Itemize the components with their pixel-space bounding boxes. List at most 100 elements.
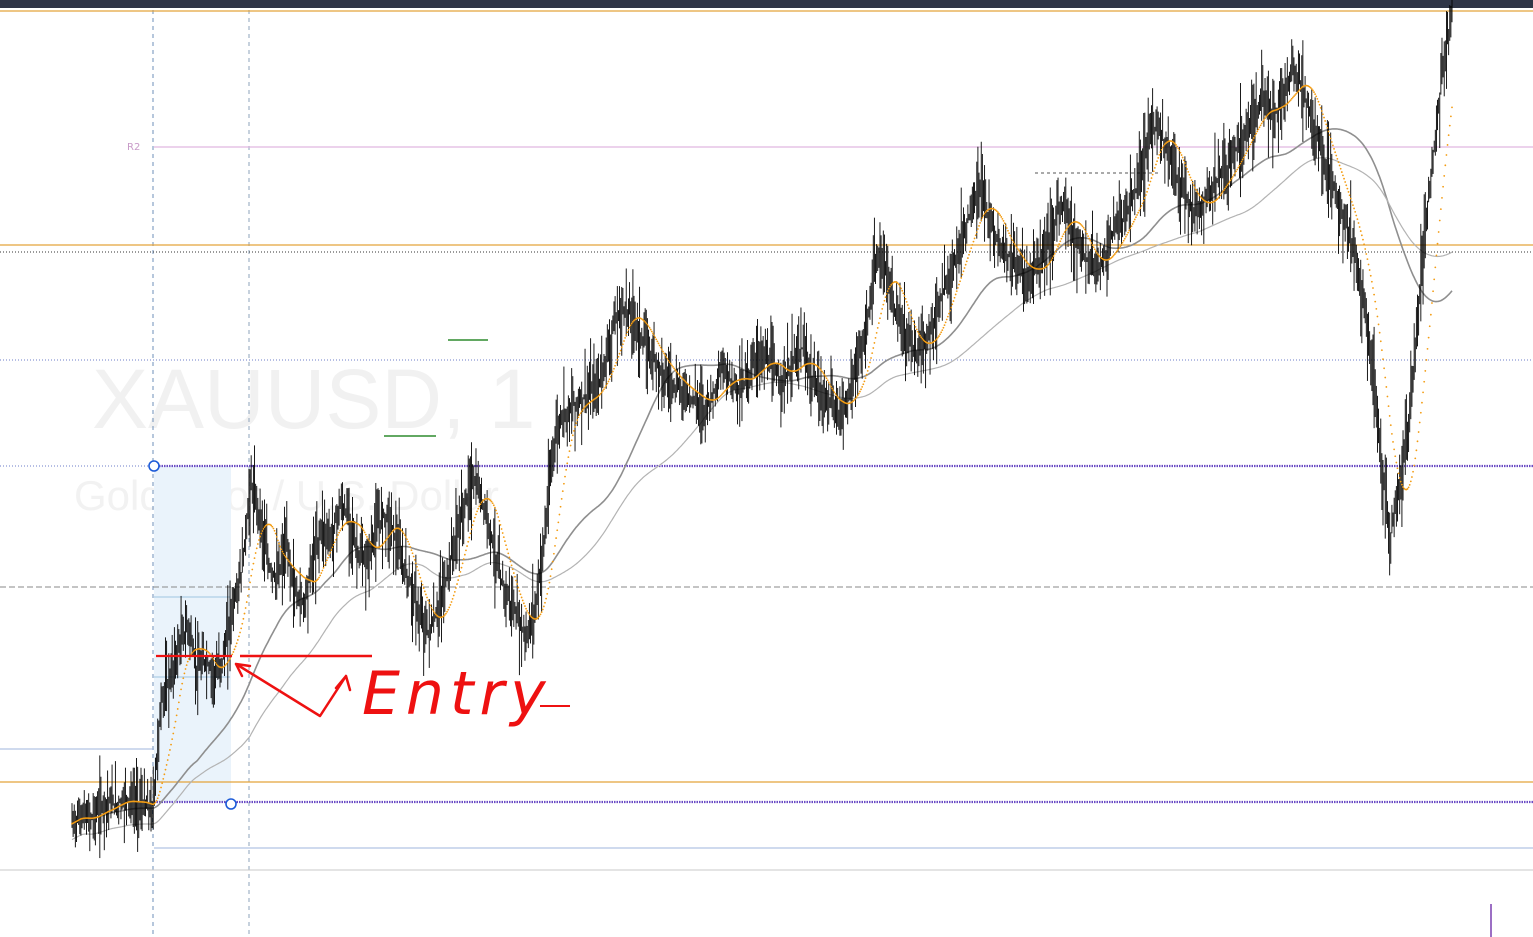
fast-ma-dot [1046, 265, 1048, 267]
fast-ma-dot [254, 552, 257, 554]
fast-ma-dot [1221, 191, 1224, 193]
fast-ma-dot [342, 524, 345, 527]
fast-ma-dot [880, 312, 882, 315]
fast-ma-dot [1081, 225, 1084, 228]
fast-ma-dot [866, 369, 869, 372]
fast-ma-dot [569, 444, 572, 447]
fast-ma-dot [1192, 184, 1195, 187]
fast-ma-dot [451, 598, 454, 600]
fast-ma-dot [859, 390, 861, 393]
fast-ma-dot [603, 388, 605, 391]
fast-ma-dot [1025, 261, 1028, 264]
fast-ma-dot [610, 373, 613, 376]
fast-ma-dot [1056, 248, 1058, 251]
fast-ma-dot [1240, 160, 1243, 163]
fast-ma-dot [675, 370, 678, 373]
fast-ma-dot [676, 371, 679, 374]
fast-ma-dot [525, 607, 527, 610]
fast-ma-dot [251, 568, 254, 571]
fast-ma-dot [1370, 280, 1373, 283]
fast-ma-dot [448, 606, 451, 609]
fast-ma-dot [652, 332, 654, 335]
range-handle-top[interactable] [148, 460, 160, 472]
fast-ma-dot [176, 708, 179, 710]
fast-ma-dot [330, 549, 333, 551]
fast-ma-dot [941, 329, 944, 332]
fast-ma-dot [629, 324, 632, 327]
fast-ma-dot [449, 603, 452, 606]
fast-ma-dot [361, 527, 364, 530]
fast-ma-dot [659, 346, 662, 349]
fast-ma-dot [285, 557, 288, 560]
fast-ma-dot [977, 228, 979, 230]
fast-ma-dot [1128, 229, 1131, 232]
fast-ma-dot [833, 391, 836, 394]
fast-ma-dot [862, 383, 865, 386]
fast-ma-dot [684, 380, 687, 383]
fast-ma-dot [293, 567, 296, 570]
fast-ma-dot [446, 610, 448, 613]
fast-ma-dot [566, 462, 569, 465]
fast-ma-dot [1155, 163, 1157, 166]
fast-ma-dot [1022, 256, 1025, 259]
fast-ma-dot [943, 324, 946, 327]
fast-ma-dot [656, 340, 659, 343]
fast-ma-dot [1014, 244, 1017, 247]
fast-ma-dot [835, 394, 838, 397]
fast-ma-dot [183, 672, 186, 675]
fast-ma-dot [817, 366, 820, 369]
fast-ma-dot [215, 663, 218, 666]
fast-ma-dot [1310, 88, 1313, 90]
fast-ma-dot [1220, 192, 1223, 195]
fast-ma-dot [506, 548, 509, 551]
fast-ma-dot [327, 556, 329, 559]
fast-ma-dot [863, 380, 866, 383]
fast-ma-dot [1372, 287, 1374, 289]
fast-ma-dot [1344, 181, 1347, 183]
fast-ma-dot [1255, 132, 1258, 135]
fast-ma-dot [1290, 97, 1293, 100]
fast-ma-dot [889, 285, 891, 288]
fast-ma-dot [423, 590, 426, 593]
fast-ma-dot [903, 295, 906, 297]
fast-ma-dot [1008, 232, 1010, 235]
fast-ma-dot [334, 538, 337, 541]
fast-ma-dot [657, 342, 660, 345]
fast-ma-dot [580, 410, 583, 413]
fast-ma-dot [1010, 237, 1013, 239]
fast-ma-dot [514, 575, 516, 578]
fast-ma-dot [1445, 154, 1448, 156]
fast-ma-dot [1150, 177, 1153, 179]
fast-ma-dot [234, 645, 237, 648]
fast-ma-dot [549, 575, 552, 578]
fast-ma-dot [164, 768, 167, 771]
fast-ma-dot [315, 579, 318, 582]
fast-ma-dot [170, 743, 172, 746]
fast-ma-dot [1186, 168, 1189, 170]
fast-ma-dot [515, 579, 517, 582]
fast-ma-dot [339, 529, 342, 532]
fast-ma-dot [480, 501, 483, 504]
fast-ma-dot [498, 519, 501, 522]
fast-ma-dot [1380, 349, 1383, 352]
fast-ma-dot [426, 596, 428, 599]
fast-ma-dot [1362, 238, 1364, 241]
fast-ma-dot [881, 307, 884, 310]
fast-ma-dot [1316, 98, 1319, 100]
fast-ma-dot [1235, 170, 1237, 173]
fast-ma-dot [563, 482, 565, 485]
fast-ma-dot [1409, 480, 1412, 483]
fast-ma-dot [825, 377, 828, 380]
fast-ma-dot [1177, 147, 1180, 150]
fast-ma-dot [391, 530, 394, 533]
fast-ma-dot [984, 211, 987, 214]
fast-ma-dot [1017, 248, 1019, 251]
range-handle-bottom[interactable] [225, 798, 237, 810]
fast-ma-dot [1239, 162, 1242, 165]
fast-ma-dot [613, 367, 615, 370]
fast-ma-dot [585, 404, 588, 407]
fast-ma-dot [615, 361, 618, 364]
fast-ma-dot [538, 615, 541, 618]
